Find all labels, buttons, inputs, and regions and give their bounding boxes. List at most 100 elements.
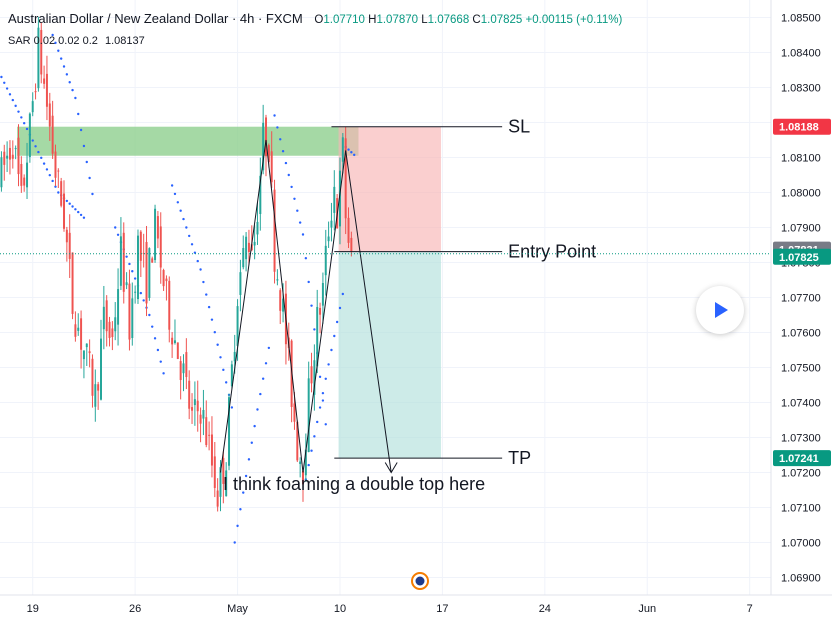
sar-dot: [25, 127, 29, 131]
sar-dot: [162, 372, 165, 375]
sar-dot: [133, 277, 137, 280]
candle-body: [276, 279, 279, 281]
symbol-title[interactable]: Australian Dollar / New Zealand Dollar ·…: [8, 11, 303, 26]
sar-dot: [350, 151, 353, 154]
sar-dot: [293, 197, 296, 200]
candle-body: [26, 162, 29, 188]
time-axis[interactable]: 19 26 May 10 17 24 Jun 7: [0, 572, 832, 622]
sar-dot: [224, 381, 228, 384]
sar-dot: [40, 156, 43, 160]
y-tick-label: 1.07000: [781, 538, 821, 550]
double-top-pattern-line[interactable]: [219, 139, 392, 473]
candle-body: [68, 232, 71, 259]
candle-body: [213, 456, 216, 488]
candle-body: [341, 137, 344, 162]
y-tick-label: 1.08300: [781, 83, 821, 95]
candle-body: [270, 151, 273, 183]
price-tag-label: 1.07241: [779, 453, 819, 465]
legend-header: Australian Dollar / New Zealand Dollar ·…: [8, 11, 622, 26]
sar-dot: [142, 299, 145, 302]
candle-body: [154, 208, 157, 261]
candle-body: [299, 461, 302, 464]
candles: [0, 16, 353, 512]
candle-body: [199, 414, 202, 424]
candle-body: [202, 410, 205, 419]
sar-dot: [264, 362, 268, 365]
candle-body: [179, 361, 182, 380]
take-profit-box[interactable]: [338, 251, 441, 459]
indicator-value: 1.08137: [104, 35, 145, 47]
sar-dot: [284, 161, 288, 165]
candle-body: [256, 221, 259, 235]
stop-loss-box[interactable]: [338, 126, 441, 252]
candle-body: [45, 73, 48, 107]
candle-body: [139, 231, 142, 261]
sar-dot: [310, 449, 313, 452]
candle-body: [136, 235, 139, 300]
sar-dot: [335, 320, 339, 324]
sar-dot: [233, 541, 236, 544]
sar-dot: [31, 139, 34, 142]
sar-dot: [114, 226, 117, 229]
candle-body: [31, 101, 34, 113]
sar-dot: [279, 138, 282, 141]
candle-body: [247, 242, 250, 252]
candle-body: [304, 449, 307, 476]
sar-dot: [338, 306, 342, 310]
sar-dot: [298, 221, 302, 224]
sar-dot: [131, 270, 134, 273]
sar-dot: [77, 112, 80, 116]
sar-dot: [301, 233, 305, 236]
y-tick-label: 1.08500: [781, 13, 821, 25]
sar-dot: [22, 122, 26, 125]
price-axis[interactable]: 1.085001.084001.083001.082001.081001.080…: [770, 0, 832, 622]
candle-body: [8, 147, 11, 160]
indicator-legend[interactable]: SAR 0.02 0.02 0.2 1.08137: [8, 35, 145, 47]
candle-body: [205, 417, 208, 445]
candle-body: [316, 306, 319, 367]
sar-dot: [71, 88, 74, 92]
replay-play-button[interactable]: [696, 286, 744, 334]
sar-dot: [125, 255, 128, 258]
candle-body: [191, 407, 194, 411]
candle-body: [188, 380, 191, 409]
sar-dot: [139, 291, 143, 295]
sar-dots: [0, 33, 356, 544]
candle-body: [20, 163, 23, 186]
sar-dot: [71, 205, 74, 208]
sar-dot: [307, 463, 310, 467]
sar-dot: [327, 363, 330, 366]
x-tick-label: Jun: [638, 603, 656, 615]
candle-body: [347, 217, 350, 243]
play-icon: [715, 302, 728, 318]
candle-body: [225, 470, 228, 497]
sar-dot: [8, 93, 12, 96]
position-zones: [17, 126, 441, 459]
candle-body: [114, 317, 117, 332]
drawings[interactable]: SL Entry Point TP I think foaming a double …: [0, 117, 771, 494]
candle-body: [324, 245, 327, 276]
sar-dot: [222, 368, 225, 372]
candle-body: [196, 400, 199, 412]
sar-dot: [91, 192, 94, 196]
candle-body: [159, 226, 162, 268]
sar-dot: [20, 116, 23, 119]
sar-dot: [54, 41, 57, 45]
candle-body: [0, 157, 3, 188]
sar-dot: [182, 217, 185, 221]
sar-dot: [54, 185, 57, 188]
price-axis-background: [771, 0, 832, 622]
sar-dot: [37, 150, 40, 154]
tp-label: TP: [508, 448, 531, 468]
candle-body: [94, 384, 97, 407]
sar-dot: [316, 420, 319, 424]
sar-dot: [313, 328, 316, 331]
candle-body: [259, 175, 262, 215]
candle-body: [57, 170, 60, 172]
candle-body: [228, 397, 231, 466]
candle-body: [105, 300, 108, 332]
sar-dot: [187, 234, 191, 238]
sar-dot: [205, 293, 208, 296]
